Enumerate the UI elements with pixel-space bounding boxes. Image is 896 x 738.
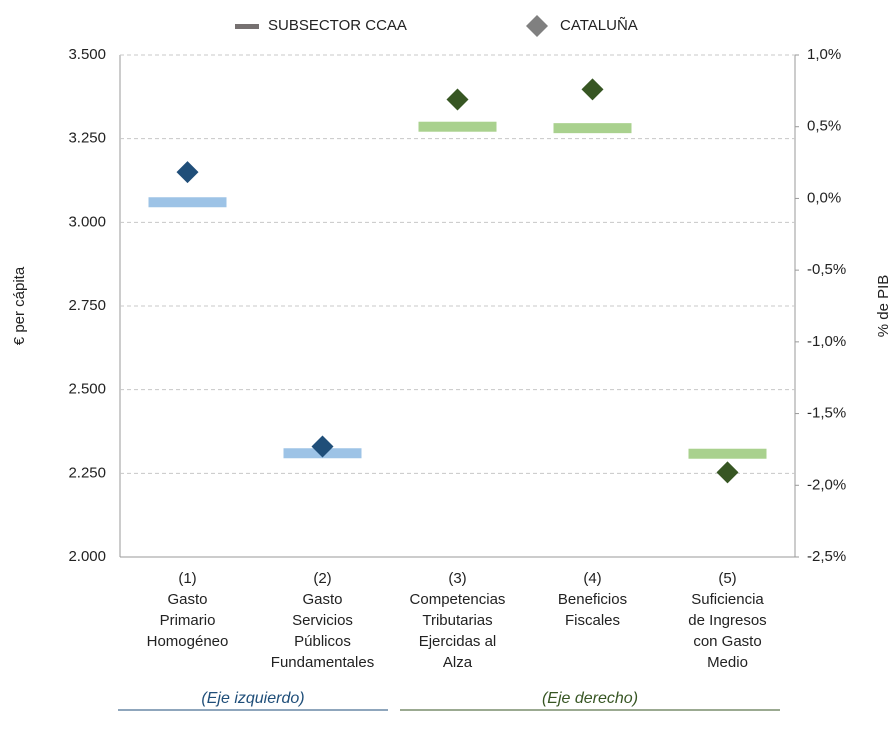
x-tick-label: (1) Gasto Primario Homogéneo <box>146 570 229 650</box>
bar-marker <box>148 197 227 208</box>
x-tick-label: (2) Gasto Servicios Públicos Fundamental… <box>270 570 375 671</box>
legend-label: SUBSECTOR CCAA <box>268 17 407 34</box>
y2-tick-label: 0,5% <box>807 118 841 135</box>
x-tick-label: (4) Beneficios Fiscales <box>557 570 628 629</box>
y2-axis-label: % de PIB <box>875 275 892 338</box>
legend-swatch <box>526 15 548 37</box>
bar-marker <box>418 121 497 132</box>
y-tick-label: 2.000 <box>68 548 106 565</box>
x-tick-label: (3) Competencias Tributarias Ejercidas a… <box>409 570 506 671</box>
y-tick-label: 2.750 <box>68 297 106 314</box>
y2-tick-label: -1,5% <box>807 405 846 422</box>
diamond-marker <box>311 435 334 458</box>
y-tick-label: 3.000 <box>68 213 106 230</box>
y-tick-label: 2.500 <box>68 381 106 398</box>
y2-tick-label: -2,0% <box>807 476 846 493</box>
diamond-marker <box>176 161 199 184</box>
annotation: (Eje derecho) <box>541 690 639 707</box>
diamond-marker <box>716 461 739 484</box>
annotation: (Eje izquierdo) <box>201 690 305 707</box>
y-tick-label: 3.500 <box>68 46 106 63</box>
y2-tick-label: 0,0% <box>807 189 841 206</box>
x-tick-label: (5) Suficiencia de Ingresos con Gasto Me… <box>688 570 767 671</box>
y-tick-label: 2.250 <box>68 464 106 481</box>
legend-label: CATALUÑA <box>560 17 638 34</box>
y-axis-label: € per cápita <box>11 266 28 345</box>
legend-swatch <box>235 24 259 29</box>
bar-marker <box>553 123 632 134</box>
y2-tick-label: -0,5% <box>807 261 846 278</box>
y2-tick-label: -1,0% <box>807 333 846 350</box>
diamond-marker <box>446 88 469 111</box>
y2-tick-label: 1,0% <box>807 46 841 63</box>
y-tick-label: 3.250 <box>68 130 106 147</box>
y2-tick-label: -2,5% <box>807 548 846 565</box>
diamond-marker <box>581 78 604 101</box>
bar-marker <box>688 448 767 459</box>
